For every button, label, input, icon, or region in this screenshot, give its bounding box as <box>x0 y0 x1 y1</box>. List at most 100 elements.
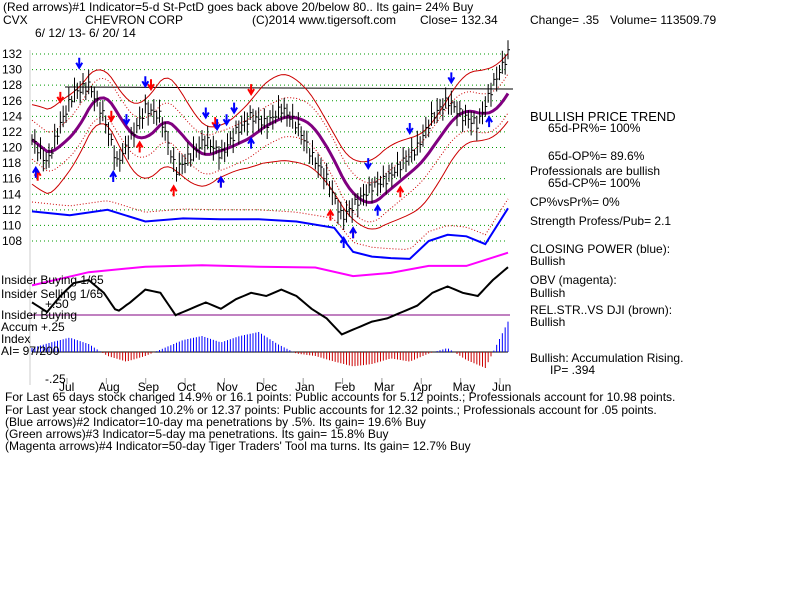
red-buy-arrow <box>135 140 144 153</box>
y-tick-label: 130 <box>2 63 22 77</box>
blue-buy-arrow <box>31 165 40 178</box>
obv-label: OBV (magenta): <box>530 273 617 287</box>
signal-arrows <box>31 57 493 248</box>
obv-status: Bullish <box>530 286 566 300</box>
copyright: (C)2014 www.tigersoft.com <box>252 13 397 27</box>
y-tick-label: 108 <box>2 234 22 248</box>
month-label: Aug <box>98 380 119 394</box>
blue-sell-arrow <box>405 123 414 135</box>
y-tick-label: 132 <box>2 47 22 61</box>
symbol: CVX <box>3 13 28 27</box>
y-tick-label: 126 <box>2 94 22 108</box>
accum-label: Accum +.25 <box>1 320 65 334</box>
blue-buy-arrow <box>339 236 348 248</box>
month-label: May <box>453 380 476 394</box>
y-tick-label: 116 <box>2 172 21 186</box>
blue-sell-arrow <box>364 158 373 171</box>
blue-sell-arrow <box>75 57 84 70</box>
price-grid <box>32 53 508 242</box>
month-label: Jun <box>492 380 511 394</box>
blue-sell-arrow <box>230 102 238 115</box>
cp-value: 65d-CP%= 100% <box>548 176 641 190</box>
upper-inner-band <box>31 73 509 184</box>
blue-sell-arrow <box>141 76 150 89</box>
accumulation-index-bars <box>31 321 509 368</box>
index-label: Index <box>1 332 31 346</box>
blue-buy-arrow <box>217 175 225 188</box>
close-value: Close= 132.34 <box>420 13 498 27</box>
footer-blue-arrows: (Blue arrows)#2 Indicator=10-day ma pene… <box>5 415 426 429</box>
date-range: 6/ 12/ 13- 6/ 20/ 14 <box>35 26 136 40</box>
month-label: Nov <box>216 380 237 394</box>
cpvspr-value: CP%vsPr%= 0% <box>530 195 620 209</box>
trend-title: BULLISH PRICE TREND <box>530 109 676 124</box>
obv-line <box>31 251 509 287</box>
change-value: Change= .35 <box>530 13 600 27</box>
closing-power <box>31 207 509 260</box>
y-tick-label: 118 <box>2 156 21 170</box>
insider-selling-label: Insider Selling 1/65 <box>1 287 104 301</box>
closing-power-ma <box>31 198 509 250</box>
blue-buy-arrow <box>247 136 255 149</box>
blue-sell-arrow <box>201 107 210 120</box>
red-sell-arrow <box>56 91 65 104</box>
closing-power-status: Bullish <box>530 254 566 268</box>
footer-year: For Last year stock changed 10.2% or 12.… <box>5 403 657 417</box>
company-name: CHEVRON CORP <box>85 13 184 27</box>
y-tick-label: 120 <box>2 141 22 155</box>
footer-green-arrows: (Green arrows)#3 Indicator=5-day ma pene… <box>5 427 389 441</box>
y-tick-label: 128 <box>2 78 22 92</box>
blue-buy-arrow <box>109 170 118 182</box>
insider-buying-label: Insider Buying 1/65 <box>1 273 104 287</box>
strength-value: Strength Profess/Pub= 2.1 <box>530 214 672 228</box>
blue-sell-arrow <box>222 114 231 127</box>
month-label: Jan <box>295 380 314 394</box>
blue-sell-arrow <box>122 114 131 127</box>
obv <box>31 251 509 287</box>
resistance-line <box>64 86 514 90</box>
month-label: Feb <box>335 380 356 394</box>
red-buy-arrow <box>396 185 405 198</box>
volume-value: Volume= 113509.79 <box>610 13 717 27</box>
neg-scale-label: -.25 <box>45 372 66 386</box>
footer-magenta-arrows: (Magenta arrows)#4 Indicator=50-day Tige… <box>5 439 471 453</box>
red-sell-arrow <box>247 84 255 97</box>
month-label: Jul <box>59 380 74 394</box>
professionals-status: Professionals are bullish <box>530 164 661 178</box>
pr-value: 65d-PR%= 100% <box>548 121 641 135</box>
closing-power-label: CLOSING POWER (blue): <box>530 242 671 256</box>
insider-buying-label-2: Insider Buying <box>1 308 78 322</box>
red-sell-arrow <box>147 79 155 92</box>
month-labels: Jul Aug Sep Oct Nov Dec Jan Feb Mar Apr May Jun <box>59 378 511 394</box>
selling-scale-label: +.50 <box>45 297 69 311</box>
y-tick-label: 112 <box>2 203 21 217</box>
lower-inner-band <box>31 112 509 223</box>
y-tick-label: 122 <box>2 125 22 139</box>
blue-sell-arrow <box>213 119 221 132</box>
closing-power-line <box>31 198 509 260</box>
blue-sell-arrow <box>447 72 456 85</box>
y-tick-label: 114 <box>2 187 21 201</box>
relstr-status: Bullish <box>530 315 566 329</box>
footer-65day: For Last 65 days stock changed 14.9% or … <box>5 390 676 404</box>
y-tick-label: 110 <box>2 218 21 232</box>
op-value: 65d-OP%= 89.6% <box>548 149 645 163</box>
relstr-label: REL.STR..VS DJI (brown): <box>530 303 673 317</box>
red-buy-arrow <box>326 208 335 221</box>
red-buy-arrow <box>169 184 178 197</box>
blue-buy-arrow <box>373 203 382 216</box>
price-bars <box>31 40 510 231</box>
y-tick-label: 124 <box>2 109 22 123</box>
month-label: Sep <box>138 380 160 394</box>
ip-value: IP= .394 <box>550 363 596 377</box>
month-label: Apr <box>413 380 432 394</box>
lower-band <box>31 120 509 230</box>
relstr-line <box>31 266 509 336</box>
month-label: Mar <box>374 380 395 394</box>
accumulation-status: Bullish: Accumulation Rising. <box>530 351 684 365</box>
blue-buy-arrow <box>349 226 357 239</box>
blue-buy-arrow <box>485 115 493 128</box>
indicator-line-1: (Red arrows)#1 Indicator=5-d St-PctD goe… <box>3 0 474 14</box>
